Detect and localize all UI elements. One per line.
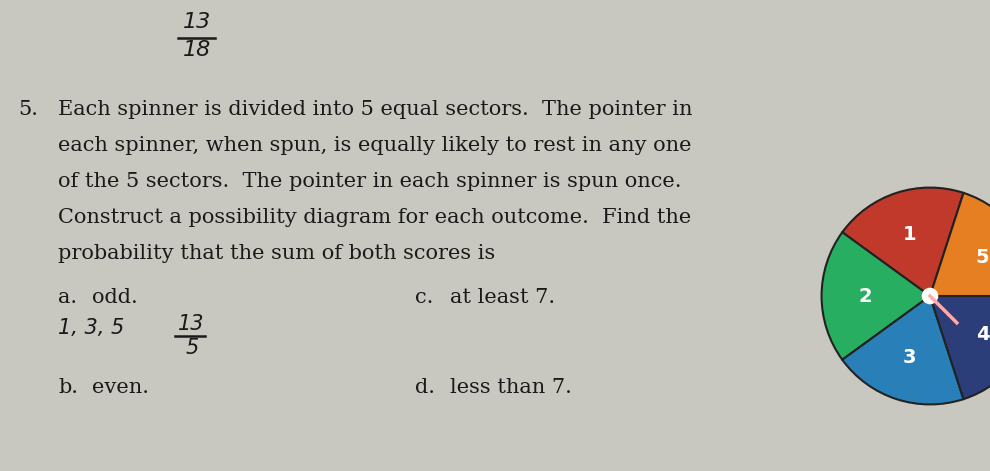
Wedge shape [822,232,930,360]
Wedge shape [842,296,963,405]
Text: b.: b. [58,378,78,397]
Text: 13: 13 [183,12,211,32]
Text: of the 5 sectors.  The pointer in each spinner is spun once.: of the 5 sectors. The pointer in each sp… [58,172,681,191]
Text: 18: 18 [183,40,211,60]
Text: 1, 3, 5: 1, 3, 5 [58,318,125,338]
Text: probability that the sum of both scores is: probability that the sum of both scores … [58,244,495,263]
Text: c.: c. [415,288,434,307]
Text: 3: 3 [903,349,917,367]
Text: odd.: odd. [92,288,138,307]
Text: 4: 4 [976,325,989,344]
Text: a.: a. [58,288,77,307]
Text: Construct a possibility diagram for each outcome.  Find the: Construct a possibility diagram for each… [58,208,691,227]
Text: less than 7.: less than 7. [450,378,572,397]
Circle shape [923,288,938,304]
Text: 2: 2 [858,286,872,306]
Text: 5: 5 [976,248,989,267]
Wedge shape [930,193,990,296]
Text: at least 7.: at least 7. [450,288,555,307]
Text: even.: even. [92,378,149,397]
Text: d.: d. [415,378,435,397]
Wedge shape [842,187,963,296]
Text: 13: 13 [178,314,205,334]
Text: 5: 5 [186,338,199,358]
Text: 1: 1 [903,225,917,244]
Wedge shape [930,296,990,399]
Text: Each spinner is divided into 5 equal sectors.  The pointer in: Each spinner is divided into 5 equal sec… [58,100,692,119]
Text: 5.: 5. [18,100,38,119]
Text: each spinner, when spun, is equally likely to rest in any one: each spinner, when spun, is equally like… [58,136,691,155]
